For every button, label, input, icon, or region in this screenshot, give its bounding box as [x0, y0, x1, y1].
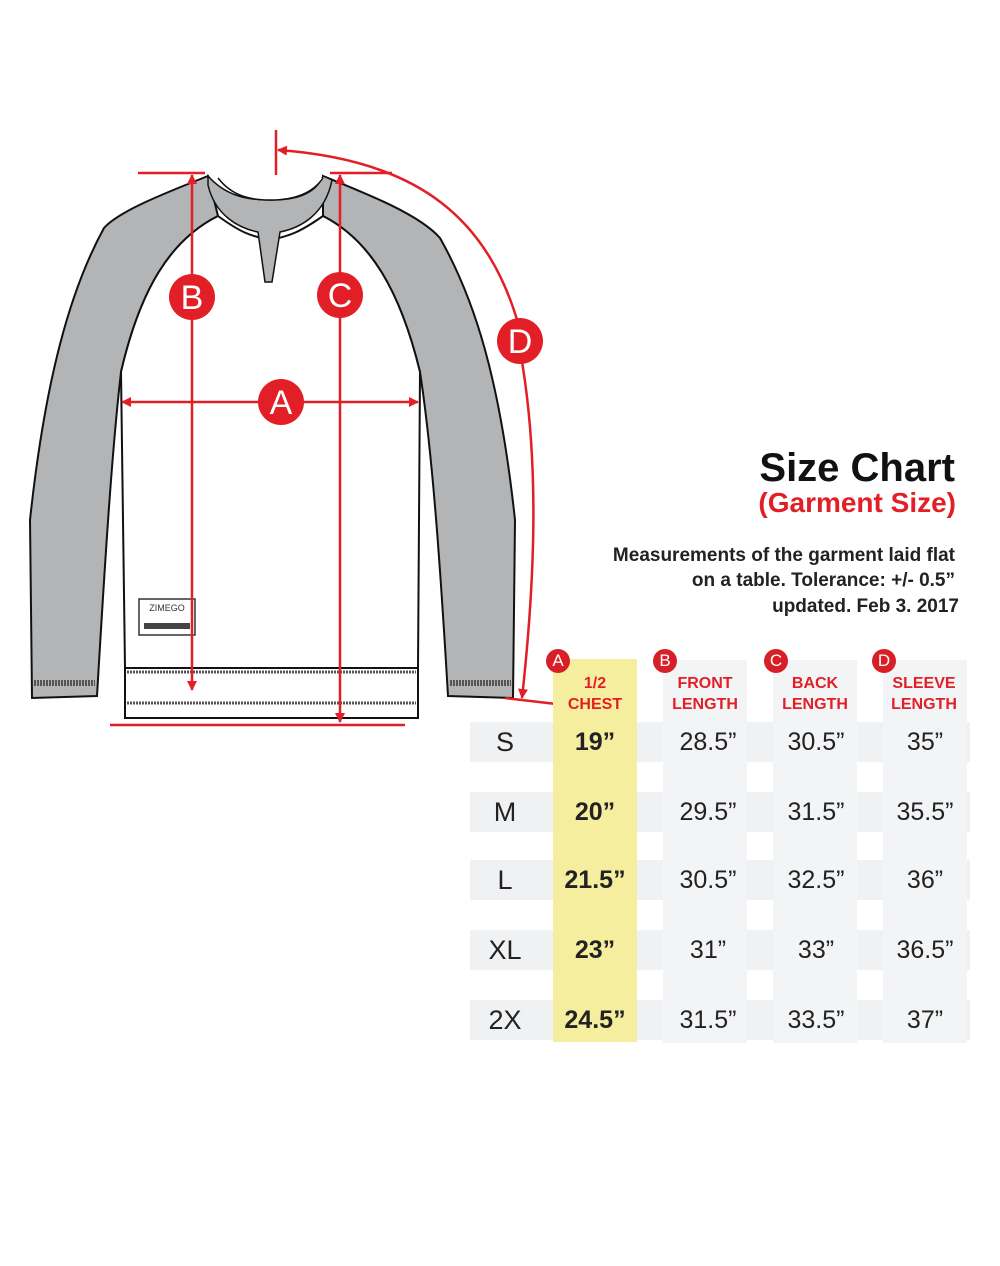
svg-text:C: C	[328, 277, 353, 315]
page-subtitle: (Garment Size)	[758, 487, 956, 518]
sleeve-length-value: 35”	[906, 728, 944, 756]
header-line-2: CHEST	[567, 696, 623, 713]
svg-text:ZIMEGO: ZIMEGO	[149, 603, 185, 613]
marker-d	[497, 318, 543, 364]
measurement-markers: A B C D	[169, 272, 543, 425]
neck-opening	[217, 177, 324, 201]
back-length-value: 30.5”	[787, 728, 845, 756]
column-marker-d: D	[872, 649, 896, 673]
brand-label-patch: ZIMEGO	[138, 598, 196, 636]
size-label: L	[497, 865, 513, 895]
size-label: M	[493, 797, 517, 827]
marker-a	[258, 379, 304, 425]
header-line-1: BACK	[791, 675, 839, 692]
back-length-value: 33”	[797, 936, 835, 964]
front-length-value: 31”	[689, 936, 727, 964]
header-line-2: LENGTH	[891, 696, 957, 713]
header-line-1: 1/2	[583, 675, 607, 692]
front-length-value: 28.5”	[679, 728, 737, 756]
svg-text:D: D	[508, 323, 533, 361]
chest-value: 19”	[574, 728, 616, 756]
chest-value: 23”	[574, 936, 616, 964]
sleeve-length-value: 36”	[906, 866, 944, 894]
column-marker-c: C	[764, 649, 788, 673]
svg-text:B: B	[181, 279, 204, 317]
column-band	[773, 660, 857, 1043]
chest-value: 21.5”	[564, 866, 626, 894]
header-line-2: LENGTH	[672, 696, 738, 713]
shirt-illustration: ZIMEGO	[28, 174, 517, 719]
size-label: S	[495, 727, 514, 757]
header-line-1: SLEEVE	[892, 675, 956, 692]
note-line-1: Measurements of the garment laid flat	[612, 545, 955, 566]
size-label: XL	[488, 935, 522, 965]
front-length-value: 29.5”	[679, 798, 737, 826]
column-marker-a: A	[546, 649, 570, 673]
back-length-value: 32.5”	[787, 866, 845, 894]
note-line-2: on a table. Tolerance: +/- 0.5”	[691, 570, 955, 591]
back-length-value: 31.5”	[787, 798, 845, 826]
front-length-value: 31.5”	[679, 1006, 737, 1034]
column-band	[883, 660, 967, 1043]
chest-value: 24.5”	[564, 1006, 626, 1034]
header-line-2: LENGTH	[782, 696, 848, 713]
back-length-value: 33.5”	[787, 1006, 845, 1034]
svg-text:A: A	[270, 384, 293, 422]
sleeve-length-value: 35.5”	[896, 798, 954, 826]
column-header-chest: 1/2 CHEST	[535, 673, 655, 715]
arrow-d	[277, 145, 522, 331]
note-line-3: updated. Feb 3. 2017	[772, 596, 959, 617]
marker-b	[169, 274, 215, 320]
column-header-front-length: FRONT LENGTH	[645, 673, 765, 715]
chest-highlight-column	[553, 659, 637, 1042]
sleeve-length-value: 37”	[906, 1006, 944, 1034]
measurement-lines	[110, 130, 557, 727]
marker-c	[317, 272, 363, 318]
front-length-value: 30.5”	[679, 866, 737, 894]
column-band	[663, 660, 747, 1043]
column-marker-b: B	[653, 649, 677, 673]
hem-band	[124, 667, 419, 719]
page-title: Size Chart	[759, 446, 955, 490]
size-label: 2X	[488, 1005, 522, 1035]
column-header-back-length: BACK LENGTH	[755, 673, 875, 715]
chest-value: 20”	[574, 798, 616, 826]
header-line-1: FRONT	[677, 675, 733, 692]
column-header-sleeve-length: SLEEVE LENGTH	[864, 673, 984, 715]
sleeve-length-value: 36.5”	[896, 936, 954, 964]
